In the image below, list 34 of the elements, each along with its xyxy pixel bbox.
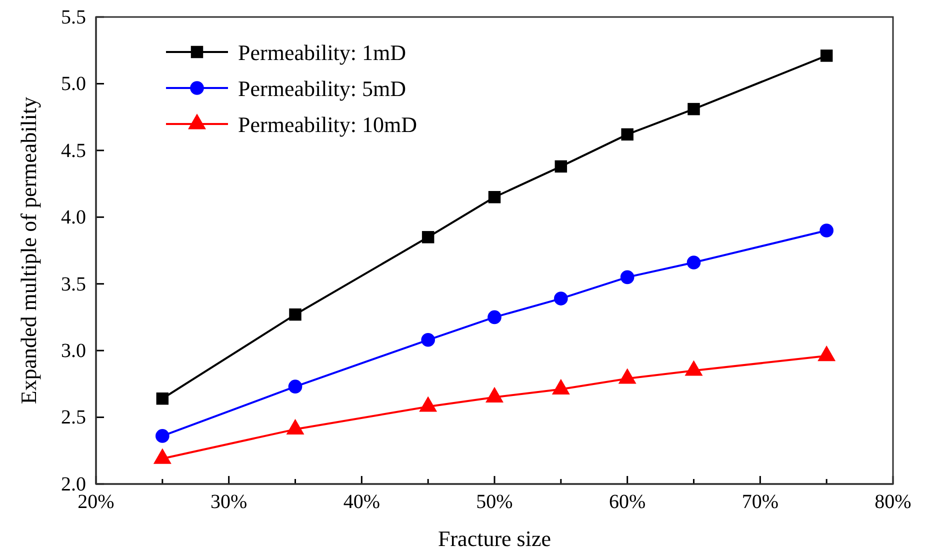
point [554, 160, 568, 173]
x-tick-label: 50% [476, 491, 513, 514]
legend-label: Permeability: 10mD [238, 112, 418, 137]
y-tick-label: 3.0 [61, 340, 86, 362]
x-tick-label: 60% [608, 491, 646, 514]
legend-label: Permeability: 1mD [238, 40, 406, 65]
x-tick-label: 80% [874, 491, 912, 514]
y-tick-label: 5.0 [61, 73, 86, 96]
y-tick-label: 3.5 [61, 273, 86, 296]
point [688, 102, 700, 116]
x-tick-label: 40% [343, 491, 380, 514]
y-tick-label: 5.5 [61, 6, 86, 28]
point [686, 256, 701, 270]
point [820, 224, 834, 238]
y-tick-label: 4.0 [61, 206, 86, 229]
point [156, 429, 170, 443]
point [156, 392, 169, 405]
point [621, 128, 634, 141]
point [422, 231, 434, 244]
point [421, 333, 435, 347]
x-tick-label: 70% [742, 491, 779, 514]
point [289, 308, 302, 321]
point [820, 50, 833, 62]
y-axis-title: Expanded multiple of permeability [16, 96, 41, 404]
legend-label: Permeability: 5mD [238, 76, 406, 101]
y-tick-label: 4.5 [61, 140, 86, 162]
point [620, 270, 634, 284]
point [554, 292, 568, 306]
x-axis-title: Fracture size [438, 526, 551, 551]
point [488, 310, 502, 324]
x-tick-label: 30% [210, 491, 248, 514]
point [488, 191, 501, 204]
y-tick-label: 2.5 [61, 406, 86, 429]
point [288, 380, 302, 394]
